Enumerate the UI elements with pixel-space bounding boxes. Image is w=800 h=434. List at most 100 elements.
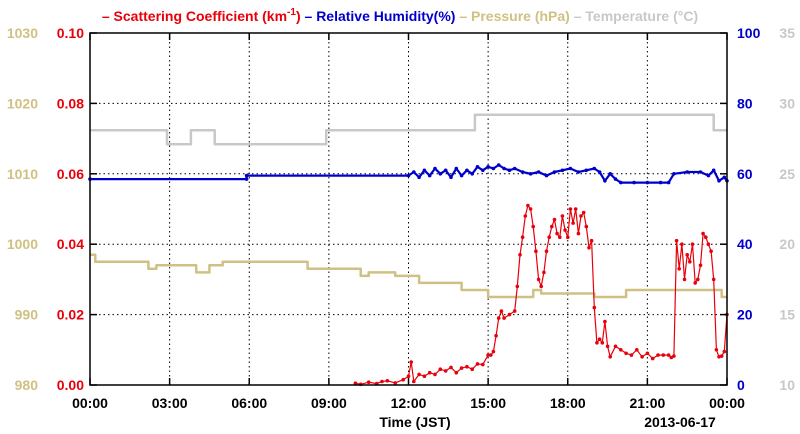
humidity-point [645, 180, 650, 185]
scattering-point [380, 379, 384, 384]
scattering-point [674, 238, 679, 243]
scattering-point [518, 253, 522, 257]
pressure-tick-label: 1020 [7, 95, 38, 111]
scattering-point [531, 224, 535, 229]
pressure-tick-label: 990 [15, 307, 39, 323]
scattering-point [688, 260, 692, 264]
pressure-tick-label: 1010 [7, 166, 38, 182]
scattering-tick-label: 0.00 [57, 377, 84, 393]
scattering-point [581, 210, 586, 215]
humidity-point [576, 170, 581, 174]
scattering-point [544, 249, 549, 253]
humidity-point [632, 180, 636, 185]
scattering-point [539, 284, 543, 289]
scattering-point [385, 379, 390, 383]
scattering-point [568, 207, 573, 211]
scattering-point [701, 231, 705, 236]
humidity-point [619, 180, 623, 185]
x-tick-label: 06:00 [231, 395, 267, 411]
scattering-point [475, 362, 480, 366]
humidity-point [568, 166, 573, 171]
scattering-point [494, 333, 498, 338]
humidity-point [552, 170, 557, 174]
scattering-point [534, 249, 538, 253]
scattering-point [496, 316, 501, 320]
scattering-point [595, 341, 599, 345]
scattering-point [353, 381, 358, 386]
humidity-point [481, 168, 485, 173]
scattering-point [677, 267, 681, 271]
scattering-point [465, 364, 469, 369]
humidity-point [454, 166, 459, 171]
humidity-point [717, 179, 721, 183]
humidity-point [512, 166, 517, 171]
humidity-tick-label: 40 [737, 236, 753, 252]
legend-dash: – [102, 8, 114, 24]
scattering-point [698, 263, 703, 268]
humidity-point [486, 165, 490, 169]
x-tick-label: 03:00 [152, 395, 188, 411]
humidity-point [658, 180, 663, 185]
scattering-point [714, 348, 719, 352]
legend-entry: Temperature (°C) [585, 8, 698, 24]
scattering-point [542, 270, 546, 275]
scattering-point [706, 242, 711, 246]
date-label: 2013-06-17 [644, 414, 716, 430]
scattering-point [536, 277, 541, 282]
scattering-point [550, 224, 554, 229]
scattering-point [486, 353, 490, 357]
humidity-tick-label: 20 [737, 307, 753, 323]
x-tick-label: 12:00 [391, 395, 427, 411]
scattering-point [560, 214, 565, 218]
humidity-point [417, 175, 421, 180]
humidity-tick-label: 60 [737, 166, 753, 182]
humidity-point [711, 168, 716, 173]
scattering-point [661, 353, 666, 357]
scattering-point [526, 203, 530, 208]
pressure-line [90, 253, 727, 299]
scattering-point [608, 355, 612, 359]
scattering-point [489, 353, 493, 357]
scattering-point [422, 374, 427, 379]
scattering-point [704, 235, 708, 239]
humidity-tick-label: 100 [737, 25, 761, 41]
humidity-point [465, 168, 469, 173]
humidity-point [470, 172, 475, 176]
scattering-point [685, 253, 689, 257]
humidity-point [536, 170, 541, 174]
legend-entry: Pressure (hPa) [471, 8, 570, 24]
scattering-point [393, 381, 398, 385]
legend-superscript: -1 [287, 7, 296, 18]
pressure-tick-label: 1030 [7, 25, 38, 41]
humidity-point [475, 165, 480, 169]
humidity-point [560, 168, 565, 173]
scattering-tick-label: 0.02 [57, 307, 84, 323]
humidity-point [520, 170, 525, 174]
scattering-point [645, 351, 650, 356]
x-tick-label: 09:00 [311, 395, 347, 411]
scattering-point [449, 365, 453, 370]
legend-line: – Scattering Coefficient (km-1) – Relati… [102, 7, 698, 24]
humidity-point [584, 168, 589, 173]
scattering-point [470, 367, 475, 372]
scattering-point [558, 235, 562, 239]
chart-axes-labels: 00:00 03:00 06:00 09:00 12:00 15:00 18:00 21:00… [7, 25, 795, 411]
scattering-point [552, 217, 557, 222]
scattering-point [454, 370, 459, 375]
scattering-point [512, 309, 517, 313]
humidity-point [406, 173, 411, 178]
humidity-point [685, 170, 689, 174]
scattering-point [600, 341, 605, 345]
humidity-point [597, 170, 602, 174]
scattering-point [605, 344, 610, 349]
scattering-point [417, 372, 421, 377]
scattering-point [563, 228, 567, 232]
scattering-point [571, 221, 575, 225]
humidity-point [706, 173, 711, 178]
scattering-point [635, 348, 639, 352]
scattering-point [499, 309, 504, 313]
humidity-point [449, 175, 453, 180]
humidity-point [507, 168, 512, 173]
temperature-tick-label: 30 [779, 95, 795, 111]
temperature-line [90, 113, 727, 146]
